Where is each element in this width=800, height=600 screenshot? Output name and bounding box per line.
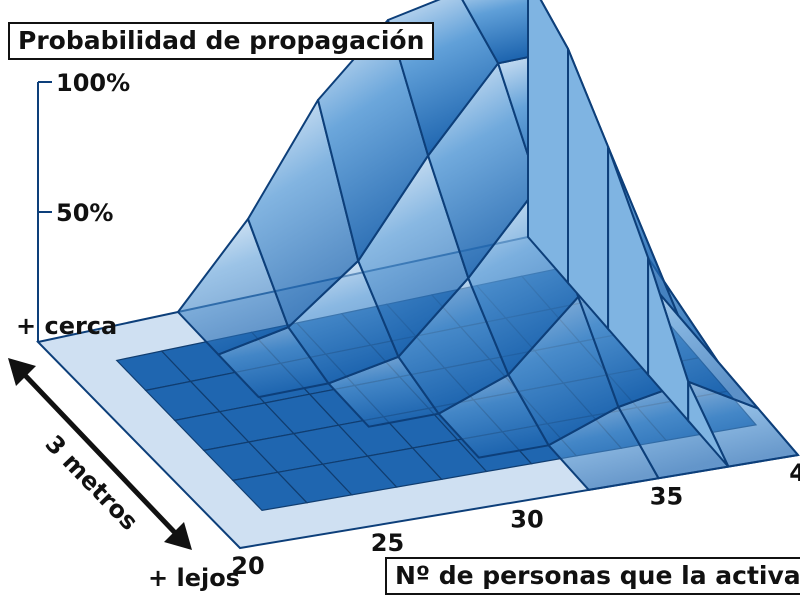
x-tick-label: 20 [231, 552, 264, 580]
x-tick-label: 40 [789, 459, 800, 487]
surface-wall [687, 381, 730, 468]
depth-arrow-head-near [8, 358, 36, 386]
axes [8, 81, 192, 550]
depth-near-label: + cerca [16, 312, 117, 340]
x-tick-label: 35 [650, 482, 683, 510]
x-tick-label: 25 [371, 529, 404, 557]
depth-arrow-shaft [18, 368, 182, 540]
probability-surface [177, 0, 799, 491]
z-tick-label: 100% [56, 69, 130, 97]
surface-wall [527, 0, 569, 286]
depth-arrow-head-far [164, 522, 192, 550]
surface-wall [567, 48, 610, 332]
chart-title: Probabilidad de propagación [8, 22, 435, 60]
z-tick-label: 50% [56, 199, 113, 227]
depth-far-label: + lejos [148, 564, 240, 592]
x-tick-label: 30 [510, 506, 543, 534]
x-axis-label: Nº de personas que la activan [385, 557, 800, 595]
